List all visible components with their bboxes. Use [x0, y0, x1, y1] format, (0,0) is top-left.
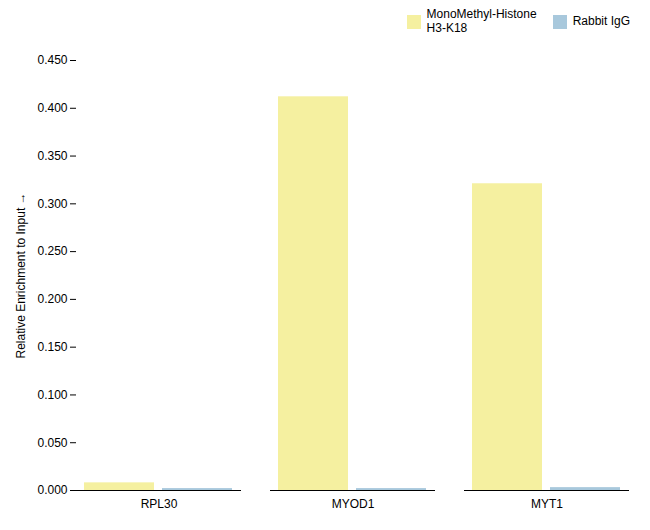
svg-text:0.450: 0.450 [37, 53, 67, 67]
svg-text:0.250: 0.250 [37, 244, 67, 258]
html-text:Rabbit IgG: Rabbit IgG [572, 14, 630, 29]
svg-text:0.100: 0.100 [37, 388, 67, 402]
svg-text:0.000: 0.000 [37, 483, 67, 497]
svg-text:0.200: 0.200 [37, 292, 67, 306]
html-text:MonoMethyl-Histone H3-K18: MonoMethyl-Histone H3-K18 [426, 7, 537, 35]
svg-text:MYT1: MYT1 [531, 497, 563, 511]
svg-text:0.150: 0.150 [37, 340, 67, 354]
svg-text:0.350: 0.350 [37, 149, 67, 163]
svg-text:RPL30: RPL30 [141, 497, 178, 511]
svg-text:0.400: 0.400 [37, 101, 67, 115]
svg-text:MYOD1: MYOD1 [332, 497, 375, 511]
svg-text:0.050: 0.050 [37, 436, 67, 450]
svg-text:Relative Enrichment to Input →: Relative Enrichment to Input → [14, 192, 28, 358]
svg-text:0.300: 0.300 [37, 197, 67, 211]
